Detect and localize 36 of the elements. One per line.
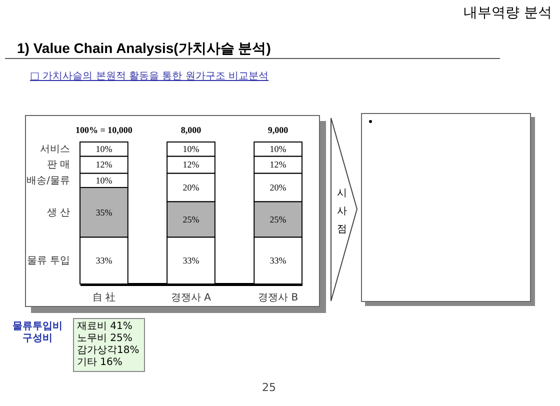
data-label: 12% [270, 160, 287, 170]
data-label: 33% [96, 256, 113, 266]
data-label: 33% [182, 256, 200, 266]
text: 25 [262, 381, 276, 394]
data-label: 25% [270, 214, 287, 224]
data-label: 10% [96, 144, 113, 154]
text: 감가상각18% [77, 345, 140, 357]
text: 노무비 25% [77, 333, 134, 345]
data-label: 25% [182, 214, 200, 224]
annotation: 9,000 [268, 125, 289, 135]
data-label: 10% [270, 144, 287, 154]
text: 기타 16% [77, 357, 124, 369]
x-tick-label: 경쟁사 B [258, 292, 298, 304]
data-label: 12% [96, 160, 113, 170]
data-label: 12% [182, 160, 200, 170]
chart-subtitle: □ 가치사슬의 본원적 활동을 통한 원가구조 비교분석 [30, 70, 269, 83]
chart-title: 1) Value Chain Analysis(가치사슬 분석) [17, 40, 271, 58]
series-label: 서비스 [40, 144, 70, 156]
x-tick-label: 自 社 [92, 292, 116, 304]
data-label: 33% [270, 256, 287, 266]
series-label: 물류 투입 [26, 256, 70, 267]
series-label: 생 산 [46, 207, 70, 218]
series-label: 판 매 [46, 160, 70, 171]
x-tick-label: 경쟁사 A [170, 292, 212, 304]
text: 내부역량 분석 [464, 4, 552, 22]
data-label: 35% [96, 207, 113, 218]
data-label: 10% [96, 175, 113, 186]
data-label: 10% [182, 144, 200, 154]
series-label: 배송/물류 [26, 175, 70, 186]
data-label: 20% [182, 182, 200, 192]
text: 물류투입비 구성비 [12, 321, 64, 345]
annotation: 100% = 10,000 [75, 125, 133, 135]
text: 재료비 41% [77, 321, 134, 333]
annotation: 8,000 [180, 125, 202, 135]
data-label: 20% [270, 182, 287, 192]
text: 시사점 [336, 187, 348, 237]
